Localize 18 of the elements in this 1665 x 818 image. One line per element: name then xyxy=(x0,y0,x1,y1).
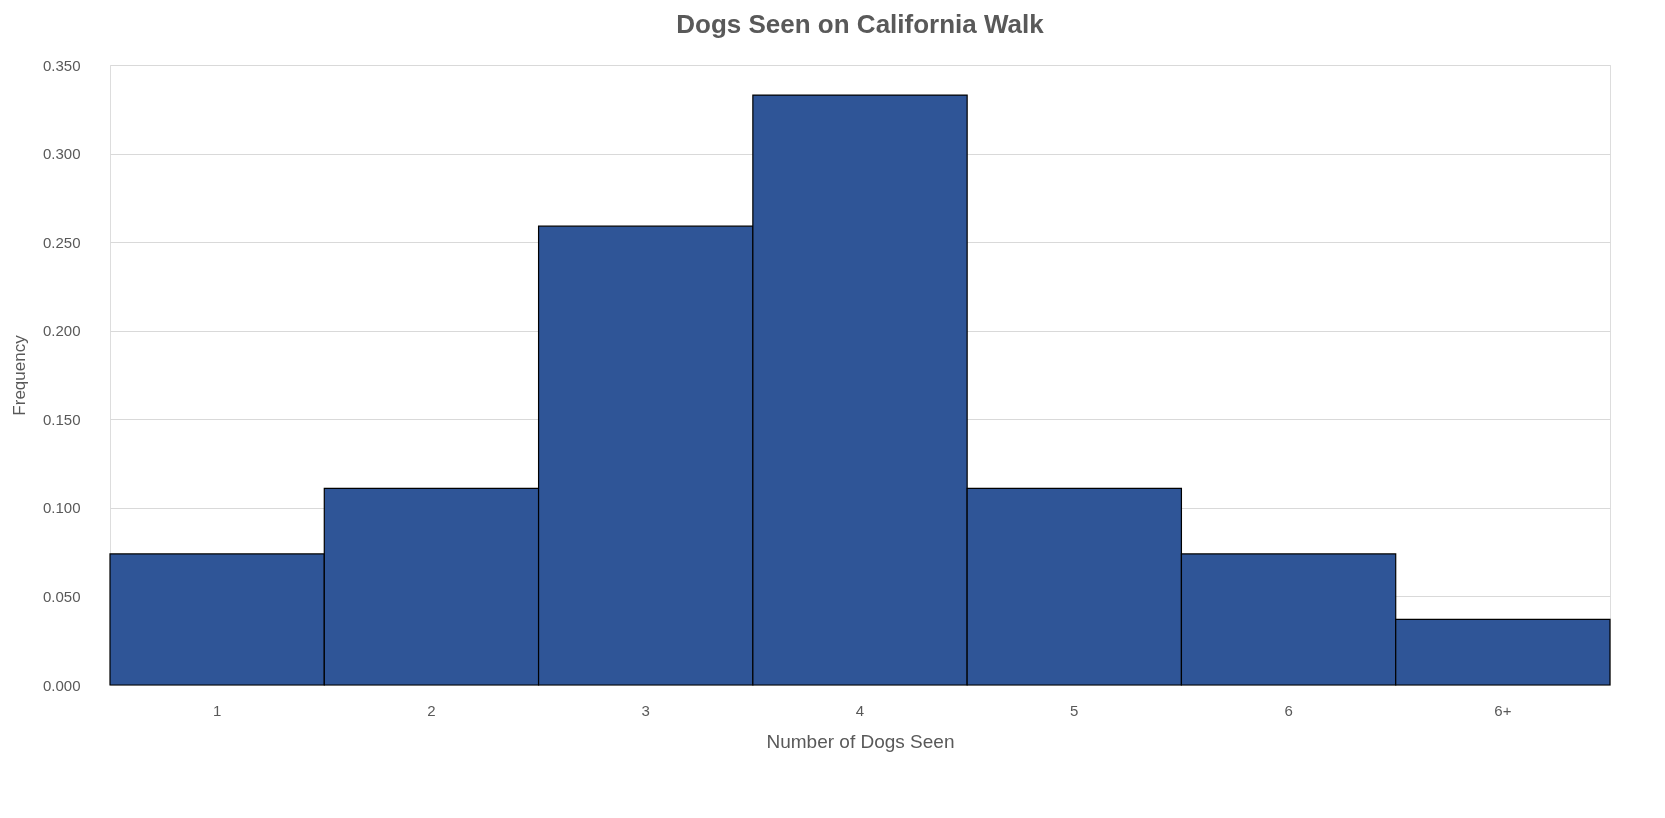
y-axis-title: Frequency xyxy=(9,334,29,416)
x-tick-label: 5 xyxy=(1070,701,1079,719)
y-tick-label: 0.350 xyxy=(42,56,81,74)
y-tick-label: 0.050 xyxy=(42,587,81,605)
x-tick-label: 1 xyxy=(212,701,222,719)
y-tick-label: 0.250 xyxy=(42,233,81,251)
x-axis-title: Number of Dogs Seen xyxy=(766,730,955,752)
y-tick-label: 0.150 xyxy=(42,410,81,428)
y-tick-label: 0.100 xyxy=(42,499,81,517)
x-tick-label: 2 xyxy=(427,701,436,719)
y-tick-label: 0.000 xyxy=(42,676,81,694)
x-tick-label: 3 xyxy=(641,701,650,719)
x-tick-label: 6 xyxy=(1284,701,1293,719)
x-tick-label: 6+ xyxy=(1494,701,1512,719)
y-tick-label: 0.300 xyxy=(42,145,81,163)
x-tick-label: 4 xyxy=(855,701,865,719)
y-tick-label: 0.200 xyxy=(42,322,81,340)
chart-title: Dogs Seen on California Walk xyxy=(676,9,1045,39)
